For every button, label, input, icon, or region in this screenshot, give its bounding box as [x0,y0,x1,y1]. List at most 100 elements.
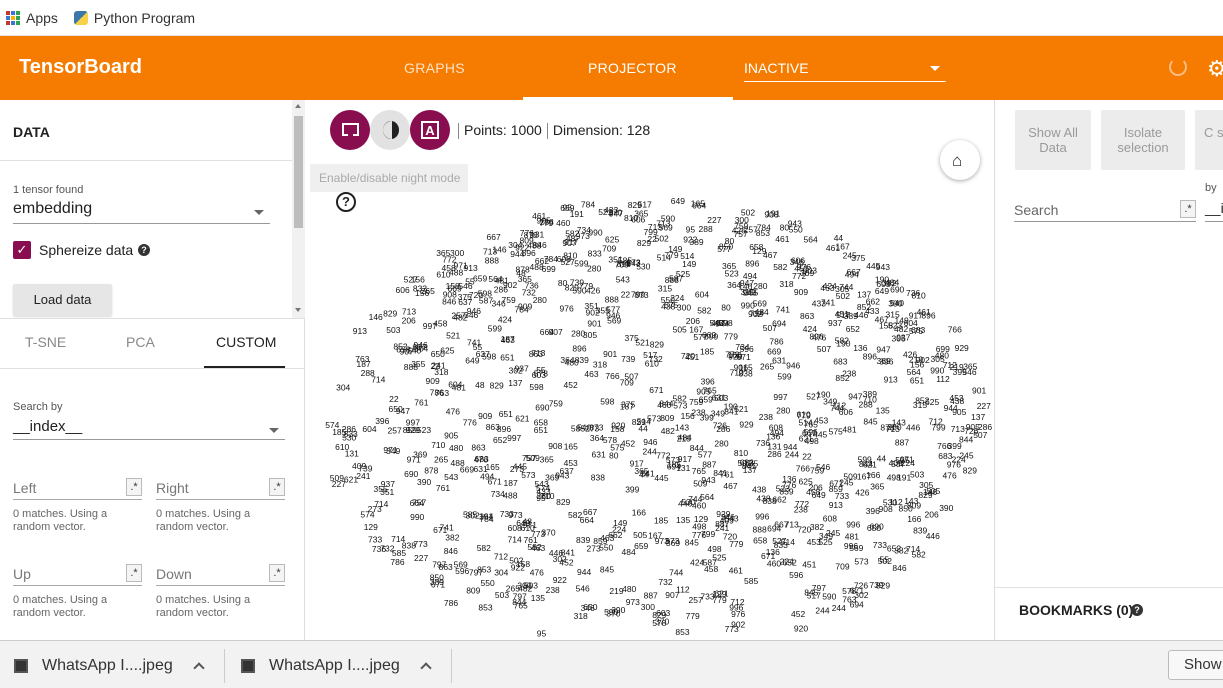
point-label[interactable]: 389 [844,311,858,321]
point-label[interactable]: 839 [575,355,589,365]
point-label[interactable]: 396 [879,356,893,366]
tab-custom[interactable]: CUSTOM [216,334,277,350]
help-icon[interactable]: ? [138,244,150,256]
point-label[interactable]: 80 [558,278,568,288]
point-label[interactable]: 786 [444,598,458,608]
point-label[interactable]: 369 [800,268,814,278]
point-label[interactable]: 690 [404,469,418,479]
point-label[interactable]: 206 [402,315,416,325]
point-label[interactable]: 55 [465,276,475,286]
point-label[interactable]: 621 [344,475,358,485]
point-label[interactable]: 765 [804,419,818,429]
point-label[interactable]: 280 [887,422,901,432]
point-label[interactable]: 582 [565,229,579,239]
tab-projector[interactable]: PROJECTOR [588,60,677,76]
point-label[interactable]: 637 [476,349,490,359]
point-label[interactable]: 446 [926,531,940,541]
point-label[interactable]: 797 [469,568,483,578]
point-label[interactable]: 458 [442,263,456,273]
point-label[interactable]: 759 [502,295,516,305]
point-label[interactable]: 896 [745,258,759,268]
right-direction-input[interactable]: Right .* [156,478,285,500]
point-label[interactable]: 901 [972,385,986,395]
download-item[interactable]: WhatsApp I....jpeg [14,655,205,677]
point-label[interactable]: 396 [375,416,389,426]
point-label[interactable]: 575 [664,300,678,310]
point-label[interactable]: 137 [857,290,871,300]
point-label[interactable]: 137 [508,378,522,388]
point-label[interactable]: 288 [361,368,375,378]
point-label[interactable]: 878 [880,422,894,432]
point-label[interactable]: 530 [342,432,356,442]
point-label[interactable]: 773 [725,624,739,634]
point-label[interactable]: 318 [593,360,607,370]
point-label[interactable]: 305 [931,354,945,364]
point-label[interactable]: 694 [772,319,786,329]
point-label[interactable]: 365 [870,481,884,491]
point-label[interactable]: 135 [531,593,545,603]
scrollbar-thumb[interactable] [294,116,303,228]
point-label[interactable]: 776 [520,228,534,238]
point-label[interactable]: 947 [396,406,410,416]
point-label[interactable]: 143 [904,496,918,506]
point-label[interactable]: 300 [677,303,691,313]
point-label[interactable]: 772 [442,255,456,265]
point-label[interactable]: 543 [444,472,458,482]
point-label[interactable]: 575 [829,427,843,437]
point-label[interactable]: 736 [756,438,770,448]
point-label[interactable]: 245 [826,528,840,538]
point-label[interactable]: 521 [446,331,460,341]
point-label[interactable]: 671 [761,551,775,561]
point-label[interactable]: 610 [797,409,811,419]
point-label[interactable]: 873 [589,423,603,433]
point-label[interactable]: 546 [962,367,976,377]
point-label[interactable]: 523 [888,320,902,330]
point-label[interactable]: 452 [559,558,573,568]
point-label[interactable]: 433 [812,299,826,309]
point-label[interactable]: 902 [586,307,600,317]
point-label[interactable]: 494 [743,271,757,281]
point-label[interactable]: 396 [701,377,715,387]
point-label[interactable]: 158 [610,424,624,434]
scroll-up-icon[interactable] [295,104,301,108]
point-label[interactable]: 460 [657,400,671,410]
point-label[interactable]: 146 [492,245,506,255]
point-label[interactable]: 502 [655,233,669,243]
projector-canvas[interactable]: 905 224 585 844 514 784 944 569 507 80 683 525 305 28… [306,100,993,640]
point-label[interactable]: 502 [836,291,850,301]
point-label[interactable]: 166 [728,350,742,360]
point-label[interactable]: 585 [463,510,477,520]
point-label[interactable]: 887 [715,519,729,529]
point-label[interactable]: 776 [692,530,706,540]
point-label[interactable]: 446 [678,499,692,509]
point-label[interactable]: 582 [527,542,541,552]
point-label[interactable]: 649 [516,518,530,528]
point-label[interactable]: 997 [507,433,521,443]
point-label[interactable]: 829 [383,308,397,318]
point-label[interactable]: 389 [863,389,877,399]
point-label[interactable]: 315 [886,310,900,320]
point-label[interactable]: 659 [560,203,574,213]
point-label[interactable]: 390 [417,477,431,487]
embedding-scatter-plot[interactable]: 9052245858445147849445695078068352530528… [306,100,993,640]
point-label[interactable]: 238 [842,368,856,378]
point-label[interactable]: 364 [479,512,493,522]
point-label[interactable]: 720 [797,525,811,535]
point-label[interactable]: 713 [483,247,497,257]
point-label[interactable]: 944 [577,567,591,577]
point-label[interactable]: 300 [641,602,655,612]
point-label[interactable]: 726 [964,426,978,436]
point-label[interactable]: 585 [392,548,406,558]
point-label[interactable]: 590 [604,607,618,617]
point-label[interactable]: 829 [918,490,932,500]
point-label[interactable]: 714 [508,535,522,545]
point-label[interactable]: 364 [590,433,604,443]
point-label[interactable]: 599 [777,372,791,382]
point-label[interactable]: 606 [396,285,410,295]
point-label[interactable]: 896 [809,332,823,342]
point-label[interactable]: 599 [488,323,502,333]
point-label[interactable]: 733 [368,534,382,544]
point-label[interactable]: 853 [478,602,492,612]
point-label[interactable]: 286 [494,285,508,295]
point-label[interactable]: 733 [500,509,514,519]
